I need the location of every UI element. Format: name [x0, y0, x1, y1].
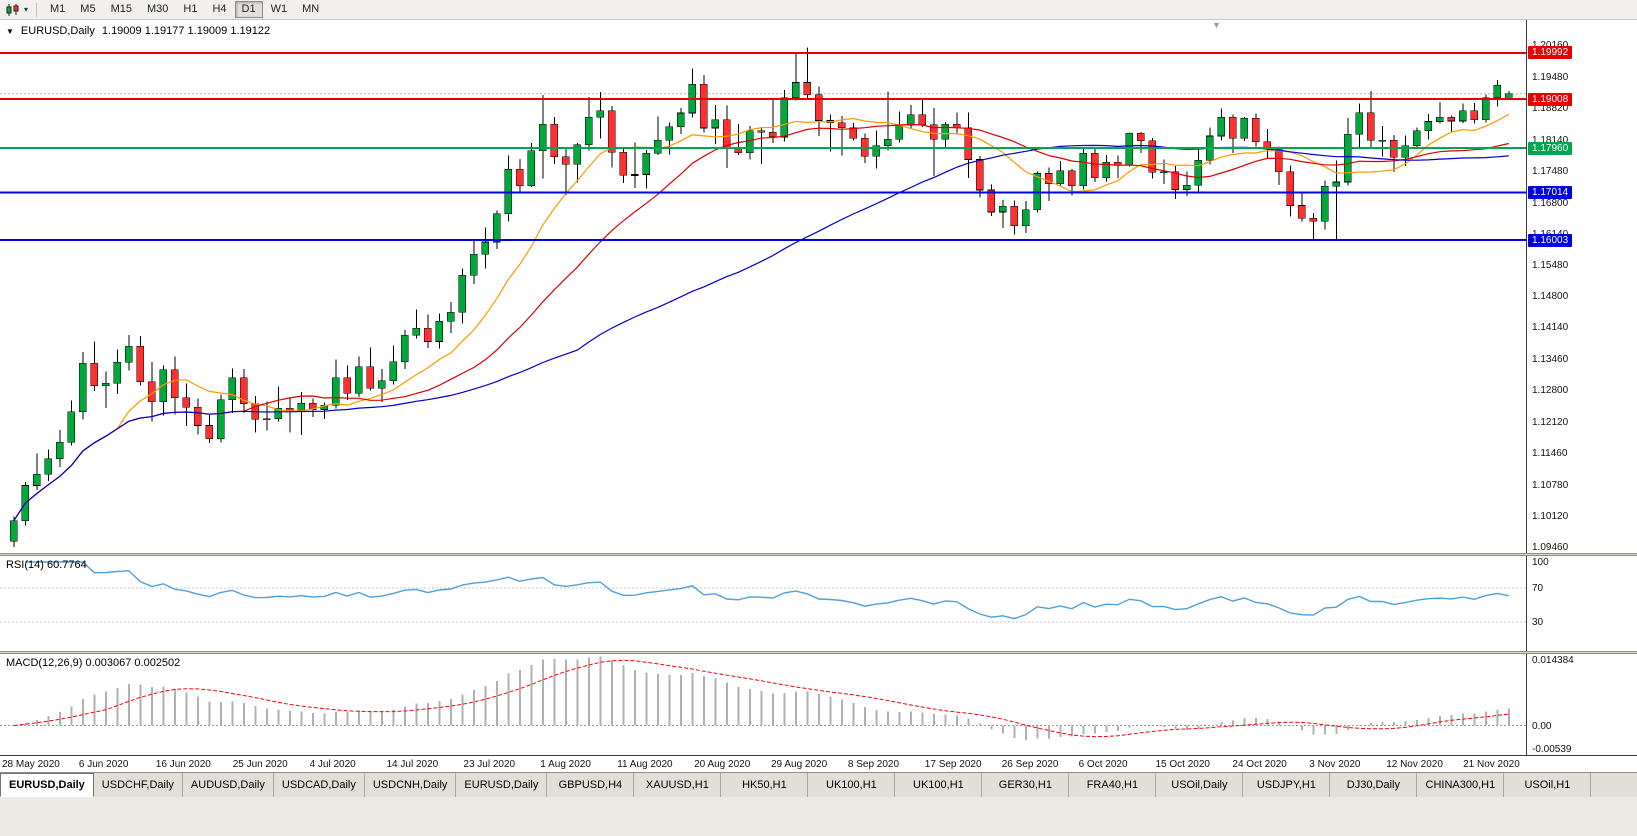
tab-usdcad-daily[interactable]: USDCAD,Daily	[273, 773, 365, 797]
macd-tick: 0.00	[1532, 720, 1552, 732]
date-label: 23 Jul 2020	[463, 759, 516, 770]
tab-eurusd-daily[interactable]: EURUSD,Daily	[456, 773, 548, 797]
candlestick-glyph	[6, 3, 19, 16]
rsi-tick: 30	[1532, 617, 1544, 629]
chart-dropdown-icon[interactable]: ▼	[6, 26, 14, 36]
tab-gbpusd-h4[interactable]: GBPUSD,H4	[547, 773, 635, 797]
panel-splitter-1[interactable]	[0, 553, 1637, 556]
main-chart-panel: ▼ EURUSD,Daily 1.19009 1.19177 1.19009 1…	[0, 20, 1637, 553]
tab-usoil-daily[interactable]: USOil,Daily	[1156, 773, 1244, 797]
panel-splitter-2[interactable]	[0, 651, 1637, 654]
price-tick: 1.16800	[1532, 197, 1569, 209]
price-tick: 1.20160	[1532, 40, 1568, 51]
price-level-tag: 1.17960	[1528, 141, 1573, 155]
tab-ger30-h1[interactable]: GER30,H1	[982, 773, 1070, 797]
price-level-tag: 1.19008	[1528, 92, 1573, 106]
date-label: 26 Sep 2020	[1001, 759, 1059, 770]
date-label: 17 Sep 2020	[924, 759, 982, 770]
price-tick: 1.18140	[1532, 134, 1569, 146]
chart-tabs: EURUSD,Daily USDCHF,Daily AUDUSD,Daily USDC…	[0, 772, 1637, 797]
main-chart-plot[interactable]: ▼ EURUSD,Daily 1.19009 1.19177 1.19009 1…	[0, 20, 1527, 553]
price-tick: 1.17480	[1532, 165, 1569, 177]
rsi-axis[interactable]: 100 70 30	[1527, 556, 1637, 651]
tab-xauusd-h1[interactable]: XAUUSD,H1	[634, 773, 722, 797]
macd-tick: 0.014384	[1532, 655, 1574, 666]
tab-eurusd-daily[interactable]: EURUSD,Daily	[0, 773, 94, 797]
tab-usoil-h1[interactable]: USOil,H1	[1504, 773, 1592, 797]
timeframe-toolbar: ▾ M1 M5 M15 M30 H1 H4 D1 W1 MN	[0, 0, 1637, 20]
tab-uk100-h1[interactable]: UK100,H1	[895, 773, 983, 797]
timeframe-buttons: M1 M5 M15 M30 H1 H4 D1 W1 MN	[43, 1, 326, 18]
price-tick: 1.14800	[1532, 291, 1569, 303]
price-tick: 1.11460	[1532, 448, 1568, 460]
price-tick: 1.18820	[1532, 102, 1569, 114]
rsi-plot[interactable]: RSI(14) 60.7764	[0, 556, 1527, 651]
date-label: 29 Aug 2020	[771, 759, 828, 770]
tab-usdchf-daily[interactable]: USDCHF,Daily	[93, 773, 183, 797]
chart-window: ▼ EURUSD,Daily 1.19009 1.19177 1.19009 1…	[0, 20, 1637, 772]
tab-usdjpy-h1[interactable]: USDJPY,H1	[1243, 773, 1331, 797]
date-label: 11 Aug 2020	[617, 759, 673, 770]
price-level-tag: 1.19992	[1528, 46, 1573, 60]
tab-usdcnh-daily[interactable]: USDCNH,Daily	[364, 773, 457, 797]
date-axis[interactable]: 28 May 2020 6 Jun 2020 16 Jun 2020 25 Jun 2…	[0, 755, 1637, 772]
date-label: 1 Aug 2020	[540, 759, 591, 770]
price-tick: 1.13460	[1532, 354, 1569, 366]
macd-axis[interactable]: 0.014384 0.00 -0.00539	[1527, 654, 1637, 755]
date-label: 3 Nov 2020	[1309, 759, 1361, 770]
rsi-tick: 70	[1532, 582, 1544, 594]
date-label: 6 Oct 2020	[1078, 759, 1128, 770]
date-label: 8 Sep 2020	[847, 759, 900, 770]
date-label: 21 Nov 2020	[1463, 759, 1520, 770]
date-label: 16 Jun 2020	[155, 759, 211, 770]
timeframe-m5[interactable]: M5	[73, 1, 102, 18]
price-level-tag: 1.17014	[1528, 186, 1573, 200]
rsi-panel: RSI(14) 60.7764 100 70 30	[0, 556, 1637, 651]
price-tick: 1.10780	[1532, 480, 1569, 492]
timeframe-m30[interactable]: M30	[140, 1, 175, 18]
timeframe-w1[interactable]: W1	[264, 1, 295, 18]
date-label: 24 Oct 2020	[1232, 759, 1287, 770]
chart-shift-icon[interactable]: ▼	[1212, 20, 1221, 30]
timeframe-m15[interactable]: M15	[104, 1, 139, 18]
date-label: 6 Jun 2020	[78, 759, 129, 770]
date-label: 14 Jul 2020	[386, 759, 439, 770]
timeframe-h4[interactable]: H4	[205, 1, 233, 18]
tab-audusd-daily[interactable]: AUDUSD,Daily	[182, 773, 274, 797]
price-tick: 1.12120	[1532, 417, 1569, 429]
chart-type-icon[interactable]	[5, 3, 21, 17]
timeframe-h1[interactable]: H1	[176, 1, 204, 18]
tab-china300-h1[interactable]: CHINA300,H1	[1417, 773, 1505, 797]
timeframe-mn[interactable]: MN	[295, 1, 326, 18]
tab-hk50-h1[interactable]: HK50,H1	[721, 773, 809, 797]
price-tick: 1.15480	[1532, 259, 1569, 271]
timeframe-m1[interactable]: M1	[43, 1, 72, 18]
price-axis[interactable]: 1.20160 1.19480 1.18820 1.18140 1.17480 1.168…	[1527, 20, 1637, 553]
price-level-tag: 1.16003	[1528, 233, 1573, 247]
toolbar-separator	[36, 2, 38, 17]
macd-tick: -0.00539	[1532, 744, 1572, 755]
price-tick: 1.19480	[1532, 71, 1569, 83]
date-label: 28 May 2020	[2, 759, 60, 770]
chevron-down-icon[interactable]: ▾	[24, 5, 29, 14]
price-tick: 1.12800	[1532, 385, 1569, 397]
price-tick: 1.14140	[1532, 322, 1569, 334]
macd-plot[interactable]: MACD(12,26,9) 0.003067 0.002502	[0, 654, 1527, 755]
rsi-tick: 100	[1532, 557, 1549, 568]
date-label: 4 Jul 2020	[309, 759, 356, 770]
date-label: 25 Jun 2020	[232, 759, 288, 770]
tab-uk100-h1[interactable]: UK100,H1	[808, 773, 896, 797]
tab-fra40-h1[interactable]: FRA40,H1	[1069, 773, 1157, 797]
status-area	[0, 797, 1637, 836]
price-tick: 1.09460	[1532, 542, 1569, 553]
timeframe-d1[interactable]: D1	[234, 1, 263, 18]
date-label: 15 Oct 2020	[1155, 759, 1210, 770]
date-label: 12 Nov 2020	[1386, 759, 1443, 770]
date-label: 20 Aug 2020	[694, 759, 751, 770]
tab-dj30-daily[interactable]: DJ30,Daily	[1330, 773, 1418, 797]
price-tick: 1.10120	[1532, 511, 1569, 523]
macd-panel: MACD(12,26,9) 0.003067 0.002502 0.014384…	[0, 654, 1637, 755]
